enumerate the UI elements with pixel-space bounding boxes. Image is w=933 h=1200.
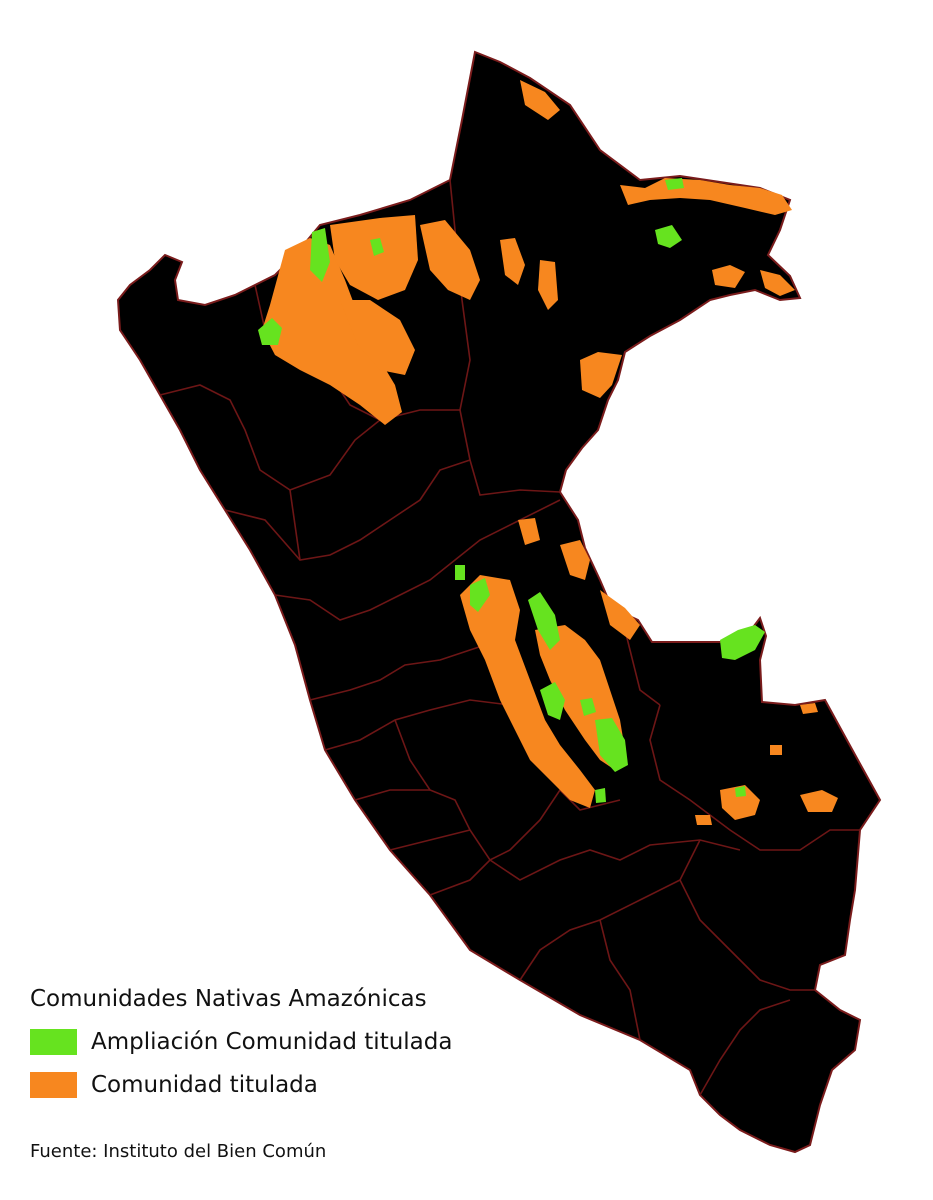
- legend-item-extension: Ampliación Comunidad titulada: [30, 1029, 452, 1055]
- legend-item-titled: Comunidad titulada: [30, 1072, 318, 1098]
- region-boundaries: [159, 179, 860, 1096]
- source-note: Fuente: Instituto del Bien Común: [30, 1141, 327, 1162]
- legend-title: Comunidades Nativas Amazónicas: [30, 986, 427, 1012]
- legend-swatch-orange: [30, 1072, 77, 1098]
- extension-communities: [258, 178, 765, 803]
- legend-label-titled: Comunidad titulada: [91, 1072, 318, 1098]
- legend-swatch-green: [30, 1029, 77, 1055]
- legend-label-extension: Ampliación Comunidad titulada: [91, 1029, 453, 1055]
